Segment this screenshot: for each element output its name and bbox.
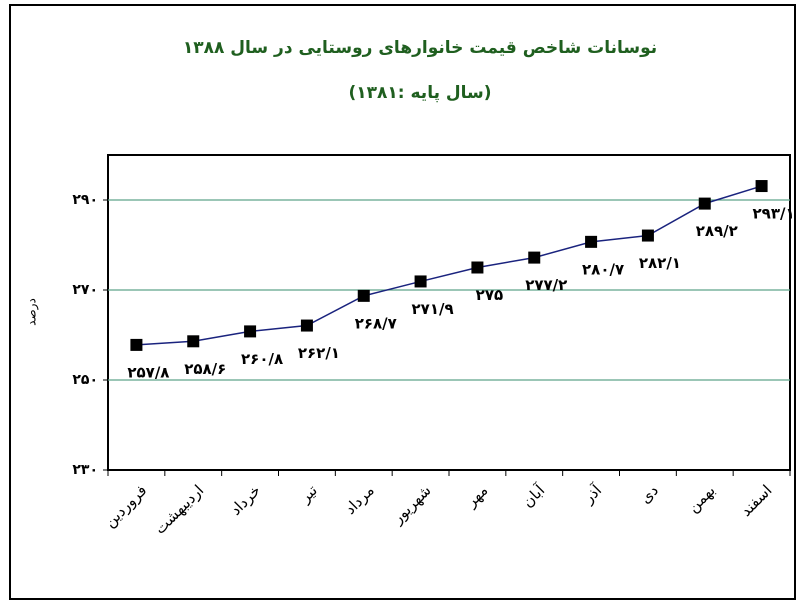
data-label: ۲۷۷/۲ xyxy=(525,276,567,294)
chart-title: نوسانات شاخص قیمت خانوارهای روستایی در س… xyxy=(183,38,657,58)
data-label: ۲۷۱/۹ xyxy=(412,300,454,318)
chart-frame xyxy=(9,4,796,600)
marker xyxy=(244,325,257,338)
data-label: ۲۹۳/۱ xyxy=(753,205,795,223)
y-tick-label: ۲۷۰ xyxy=(72,282,98,298)
line xyxy=(136,185,762,346)
y-axis-label: درصد xyxy=(25,298,40,326)
data-label: ۲۶۰/۸ xyxy=(241,350,283,368)
marker xyxy=(528,251,541,264)
marker xyxy=(414,275,427,288)
marker xyxy=(755,180,768,193)
marker xyxy=(698,197,711,210)
chart-subtitle: (سال پایه :۱۳۸۱) xyxy=(348,83,491,103)
y-tick-label: ۲۳۰ xyxy=(72,462,98,478)
marker xyxy=(471,261,484,274)
data-label: ۲۶۸/۷ xyxy=(355,314,397,332)
data-label: ۲۵۷/۸ xyxy=(127,363,169,381)
data-label: ۲۸۹/۲ xyxy=(696,222,738,240)
marker xyxy=(187,335,200,348)
data-label: ۲۶۲/۱ xyxy=(298,344,340,362)
marker xyxy=(357,289,370,302)
marker xyxy=(300,319,313,332)
marker xyxy=(130,338,143,351)
y-tick-label: ۲۹۰ xyxy=(72,192,98,208)
marker xyxy=(585,235,598,248)
data-label: ۲۵۸/۶ xyxy=(184,360,226,378)
data-label: ۲۸۰/۷ xyxy=(582,260,624,278)
y-tick-label: ۲۵۰ xyxy=(72,372,98,388)
data-label: ۲۸۲/۱ xyxy=(639,254,681,272)
data-label: ۲۷۵ xyxy=(476,286,503,304)
marker xyxy=(641,229,654,242)
